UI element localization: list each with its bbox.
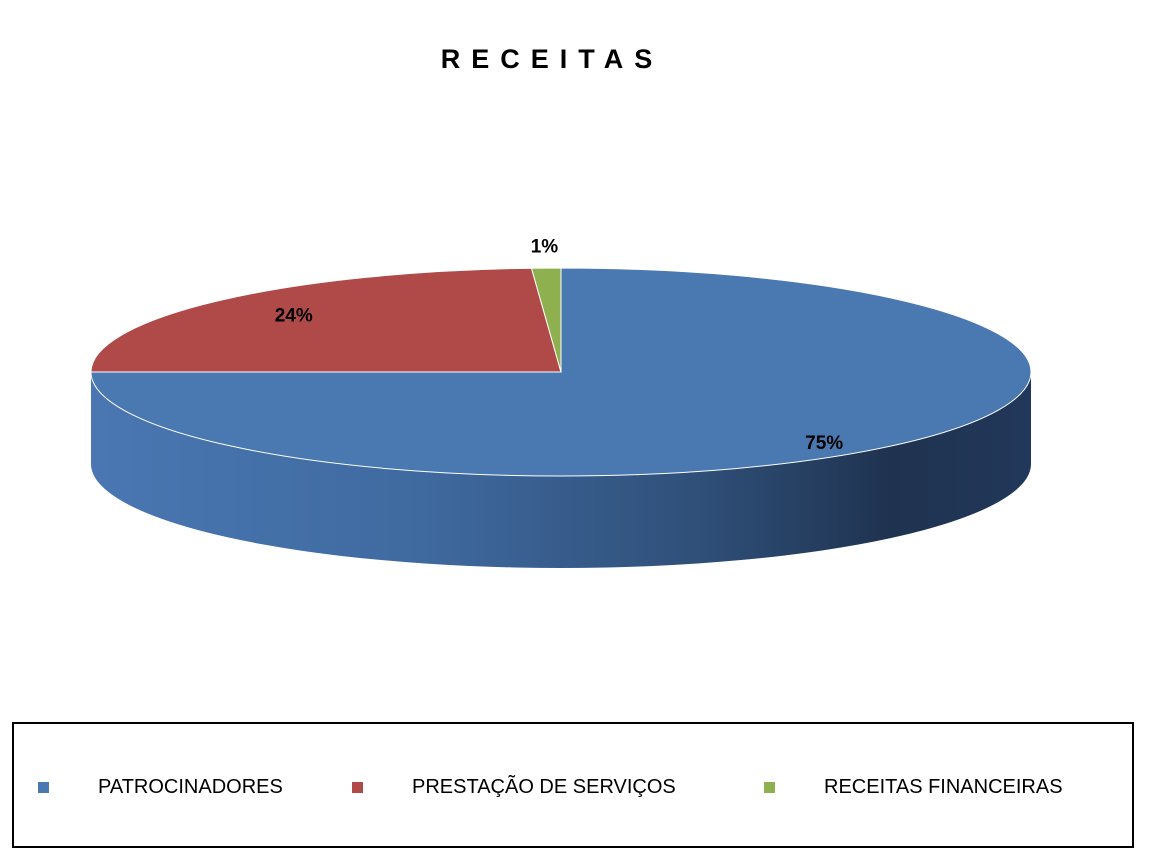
legend-item-receitas-financeiras: RECEITAS FINANCEIRAS — [764, 776, 1063, 799]
data-label-1: 24% — [275, 305, 313, 326]
legend: PATROCINADORES PRESTAÇÃO DE SERVIÇOS REC… — [12, 722, 1134, 848]
legend-swatch — [764, 782, 775, 793]
legend-label: PRESTAÇÃO DE SERVIÇOS — [412, 776, 676, 798]
legend-item-patrocinadores: PATROCINADORES — [38, 776, 283, 799]
legend-swatch — [352, 782, 363, 793]
legend-label: RECEITAS FINANCEIRAS — [824, 776, 1063, 798]
pie-slice-1 — [90, 267, 562, 373]
data-label-0: 75% — [805, 433, 843, 454]
pie-chart: 75% 24% 1% — [90, 237, 1032, 568]
pie-slice-side-0 — [91, 372, 1031, 568]
data-label-2: 1% — [531, 237, 559, 258]
pie-slice-2 — [530, 267, 562, 373]
chart-title: RECEITAS — [440, 44, 664, 74]
legend-item-prestacao-de-servicos: PRESTAÇÃO DE SERVIÇOS — [352, 776, 676, 799]
legend-label: PATROCINADORES — [98, 776, 283, 798]
legend-swatch — [38, 782, 49, 793]
